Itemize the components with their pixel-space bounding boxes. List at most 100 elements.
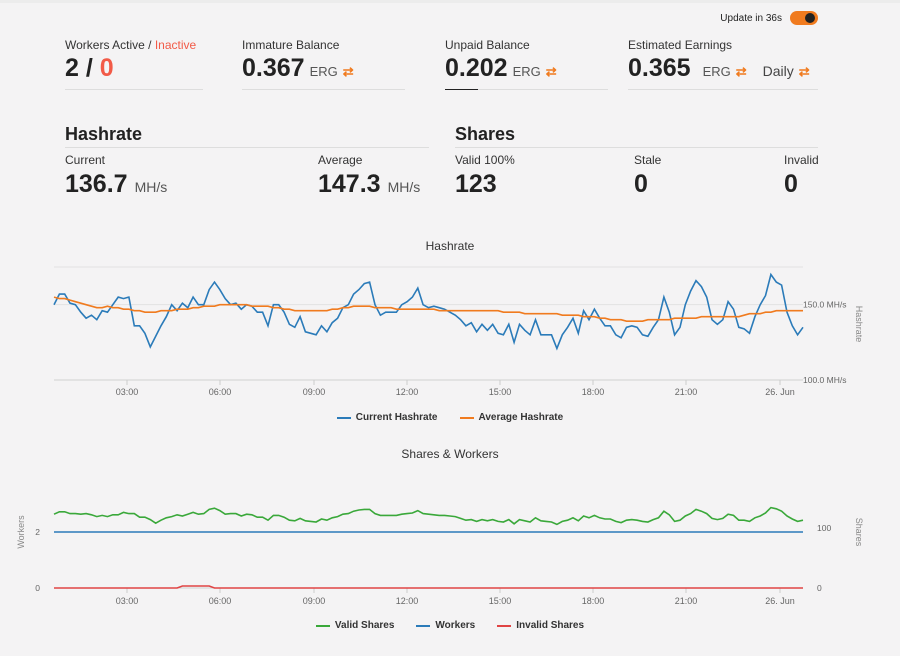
estimated-earnings-stat: Estimated Earnings 0.365 ERG ⇄ Daily ⇄: [628, 38, 818, 90]
y-tick-label-right: 100: [817, 523, 831, 533]
workers-value-separator: /: [78, 54, 100, 82]
update-label: Update in 36s: [720, 12, 782, 24]
earnings-period: Daily: [762, 63, 794, 79]
legend-swatch: [416, 624, 431, 627]
shares-section-title: Shares: [455, 124, 516, 144]
legend-label: Current Hashrate: [355, 412, 438, 423]
y-axis-label: Hashrate: [854, 306, 864, 343]
x-tick-label: 03:00: [116, 387, 139, 397]
stale-shares-value: 0: [634, 170, 648, 198]
valid-shares: Valid 100% 123: [455, 153, 515, 199]
estimated-earnings-label: Estimated Earnings: [628, 38, 733, 52]
series-line-average-hashrate: [53, 296, 803, 322]
shares-workers-chart-legend: Valid Shares Workers Invalid Shares: [0, 620, 900, 631]
x-tick-label: 26. Jun: [765, 387, 795, 397]
swap-period-icon[interactable]: ⇄: [798, 64, 810, 79]
average-hashrate: Average 147.3 MH/s: [318, 153, 420, 199]
unpaid-balance-unit: ERG: [512, 64, 541, 79]
estimated-earnings-unit: ERG: [702, 64, 731, 79]
immature-balance-value: 0.367 ERG ⇄: [242, 54, 405, 83]
workers-stat: Workers Active / Inactive 2 / 0: [65, 38, 203, 90]
workers-active-count: 2: [65, 54, 79, 82]
legend-valid-shares[interactable]: Valid Shares: [315, 620, 395, 631]
y-tick-label-left: 0: [35, 583, 40, 593]
unpaid-balance-stat: Unpaid Balance 0.202 ERG ⇄: [445, 38, 608, 90]
shares-workers-chart: 03:00 06:00 09:00 12:00 15:00 18:00 21:00 26. J…: [16, 506, 864, 606]
immature-balance-unit: ERG: [309, 64, 338, 79]
legend-label: Workers: [435, 620, 476, 631]
series-line-current-hashrate: [53, 272, 804, 351]
estimated-earnings-amount: 0.365: [628, 54, 691, 82]
workers-value: 2 / 0: [65, 54, 203, 83]
swap-currency-icon[interactable]: ⇄: [342, 64, 354, 79]
hashrate-chart: 03:00 06:00 09:00 12:00 15:00 18:00 21:00 26. J…: [53, 266, 864, 397]
hashrate-section-title: Hashrate: [65, 124, 143, 144]
unpaid-balance-value: 0.202 ERG ⇄: [445, 54, 608, 83]
y-axis-label-left: Workers: [16, 515, 26, 549]
legend-label: Valid Shares: [334, 620, 395, 631]
x-tick-label: 12:00: [396, 596, 419, 606]
divider: [628, 89, 818, 90]
valid-shares-value: 123: [455, 170, 497, 198]
legend-workers[interactable]: Workers: [416, 620, 475, 631]
estimated-earnings-value: 0.365 ERG ⇄ Daily ⇄: [628, 54, 818, 83]
legend-swatch: [497, 624, 512, 627]
x-tick-label: 03:00: [116, 596, 139, 606]
top-border: [0, 0, 900, 3]
x-tick-label: 09:00: [303, 596, 326, 606]
auto-update-toggle[interactable]: [790, 11, 818, 25]
valid-shares-label: Valid 100%: [455, 153, 515, 167]
invalid-shares-label: Invalid: [784, 153, 819, 167]
workers-inactive-label: Inactive: [154, 38, 197, 52]
current-hashrate-value: 136.7 MH/s: [65, 170, 167, 199]
x-tick-label: 18:00: [582, 387, 605, 397]
x-tick-label: 15:00: [489, 387, 512, 397]
auto-update: Update in 36s: [720, 11, 818, 25]
divider: [65, 147, 429, 148]
workers-label-separator: /: [144, 38, 155, 52]
hashrate-chart-legend: Current Hashrate Average Hashrate: [0, 412, 900, 423]
average-hashrate-value: 147.3 MH/s: [318, 170, 420, 199]
divider: [65, 89, 203, 90]
average-hashrate-label: Average: [318, 153, 363, 167]
toggle-knob: [805, 13, 815, 23]
invalid-shares: Invalid 0: [784, 153, 819, 199]
stale-shares-label: Stale: [634, 153, 662, 167]
legend-average-hashrate[interactable]: Average Hashrate: [459, 412, 563, 423]
swap-currency-icon[interactable]: ⇄: [545, 64, 557, 79]
current-hashrate: Current 136.7 MH/s: [65, 153, 167, 199]
x-tick-label: 18:00: [582, 596, 605, 606]
x-tick-label: 15:00: [489, 596, 512, 606]
x-tick-label: 12:00: [396, 387, 419, 397]
x-tick-label: 21:00: [675, 596, 698, 606]
workers-active-label: Workers Active: [65, 38, 145, 52]
immature-balance-stat: Immature Balance 0.367 ERG ⇄: [242, 38, 405, 90]
unpaid-balance-amount: 0.202: [445, 54, 508, 82]
current-hashrate-unit: MH/s: [134, 179, 168, 195]
divider: [242, 89, 405, 90]
y-axis-label-right: Shares: [854, 518, 864, 547]
average-hashrate-number: 147.3: [318, 170, 381, 198]
workers-inactive-count: 0: [99, 54, 114, 82]
average-hashrate-unit: MH/s: [387, 179, 421, 195]
divider: [445, 89, 608, 90]
legend-swatch: [459, 416, 474, 419]
current-hashrate-label: Current: [65, 153, 106, 167]
y-tick-label-left: 2: [35, 527, 40, 537]
y-tick-label-right: 0: [817, 583, 822, 593]
x-tick-label: 21:00: [675, 387, 698, 397]
y-tick-label: 100.0 MH/s: [803, 375, 846, 385]
x-tick-label: 26. Jun: [765, 596, 795, 606]
legend-invalid-shares[interactable]: Invalid Shares: [497, 620, 584, 631]
swap-currency-icon[interactable]: ⇄: [735, 64, 747, 79]
legend-current-hashrate[interactable]: Current Hashrate: [336, 412, 438, 423]
hashrate-chart-title: Hashrate: [425, 239, 475, 253]
unpaid-balance-label: Unpaid Balance: [445, 38, 530, 52]
legend-label: Invalid Shares: [516, 620, 585, 631]
x-tick-label: 06:00: [209, 596, 232, 606]
stale-shares: Stale 0: [634, 153, 661, 199]
immature-balance-amount: 0.367: [242, 54, 305, 82]
legend-swatch: [336, 416, 351, 419]
x-tick-label: 06:00: [209, 387, 232, 397]
x-tick-label: 09:00: [303, 387, 326, 397]
